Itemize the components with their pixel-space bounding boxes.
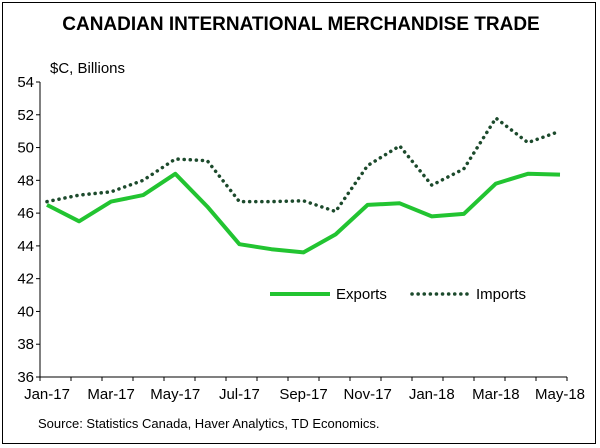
x-tick-label: Nov-17 xyxy=(343,386,391,403)
y-tick-label: 38 xyxy=(17,336,34,353)
x-tick-label: Jan-18 xyxy=(409,386,455,403)
chart-title: CANADIAN INTERNATIONAL MERCHANDISE TRADE xyxy=(62,14,539,35)
y-tick-label: 44 xyxy=(17,238,34,255)
x-tick-label: Mar-18 xyxy=(472,386,520,403)
series-layer xyxy=(45,115,562,255)
x-tick-label: May-17 xyxy=(150,386,200,403)
source-note: Source: Statistics Canada, Haver Analyti… xyxy=(38,416,380,431)
series-line-imports xyxy=(45,115,562,214)
chart-frame xyxy=(2,2,596,444)
y-tick-label: 52 xyxy=(17,107,34,124)
x-tick-label: Mar-17 xyxy=(87,386,135,403)
y-tick-label: 40 xyxy=(17,303,34,320)
y-tick-label: 42 xyxy=(17,271,34,288)
y-axis: 36 38 40 42 44 46 48 50 52 54 xyxy=(17,74,40,386)
x-tick-label: Sep-17 xyxy=(279,386,327,403)
x-axis: Jan-17 Mar-17 May-17 Jul-17 Sep-17 Nov-17 Jan-… xyxy=(24,377,585,403)
y-tick-label: 54 xyxy=(17,74,34,91)
y-tick-label: 48 xyxy=(17,172,34,189)
x-tick-label: Jul-17 xyxy=(219,386,260,403)
x-tick-label: Jan-17 xyxy=(24,386,70,403)
x-tick-label: May-18 xyxy=(535,386,585,403)
legend-exports-label: Exports xyxy=(336,286,387,303)
y-tick-label: 46 xyxy=(17,205,34,222)
legend-imports-label: Imports xyxy=(476,286,526,303)
legend: Exports Imports xyxy=(270,286,526,303)
y-tick-label: 50 xyxy=(17,140,34,157)
y-axis-unit-label: $C, Billions xyxy=(50,60,125,77)
y-tick-label: 36 xyxy=(17,369,34,386)
series-line-exports xyxy=(46,171,561,255)
